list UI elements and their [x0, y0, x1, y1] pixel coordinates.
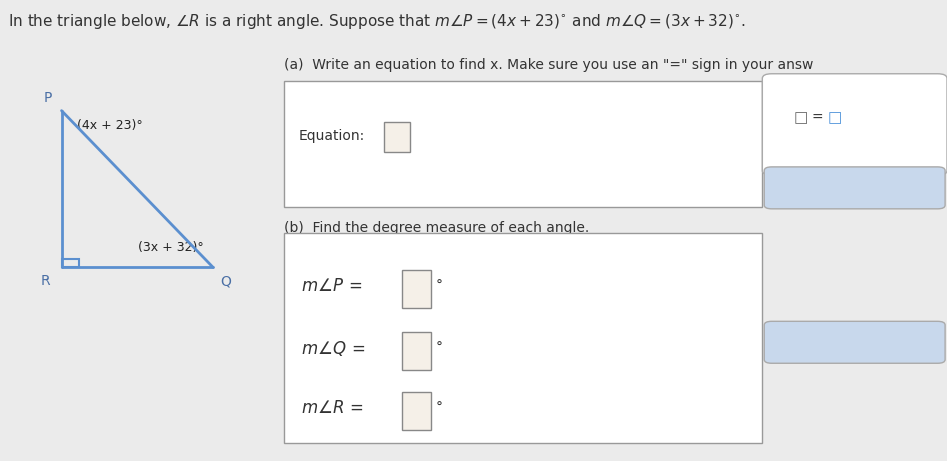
Text: $m\angle R\,=$: $m\angle R\,=$ [301, 399, 364, 417]
Text: $m\angle P\,=$: $m\angle P\,=$ [301, 277, 363, 295]
FancyBboxPatch shape [402, 332, 431, 370]
Text: X: X [802, 179, 813, 194]
FancyBboxPatch shape [402, 392, 431, 430]
Text: X: X [802, 334, 813, 349]
Text: (4x + 23)°: (4x + 23)° [77, 119, 142, 132]
Text: Q: Q [221, 274, 231, 288]
FancyBboxPatch shape [284, 81, 762, 207]
Text: Equation:: Equation: [298, 129, 365, 143]
Text: $m\angle Q\,=$: $m\angle Q\,=$ [301, 338, 366, 358]
Text: °: ° [436, 401, 442, 415]
Text: R: R [41, 274, 50, 288]
Text: °: ° [436, 279, 442, 293]
FancyBboxPatch shape [762, 74, 947, 175]
Text: =: = [812, 111, 823, 124]
Text: (3x + 32)°: (3x + 32)° [138, 242, 204, 254]
FancyBboxPatch shape [284, 233, 762, 443]
Text: ↺: ↺ [871, 177, 886, 196]
Text: □: □ [828, 110, 842, 125]
Text: (a)  Write an equation to find x. Make sure you use an "=" sign in your answ: (a) Write an equation to find x. Make su… [284, 58, 813, 71]
FancyBboxPatch shape [402, 270, 431, 308]
FancyBboxPatch shape [764, 321, 945, 363]
Text: P: P [44, 91, 52, 105]
Text: ↺: ↺ [871, 332, 886, 350]
Text: °: ° [436, 341, 442, 355]
FancyBboxPatch shape [764, 167, 945, 209]
Text: (b)  Find the degree measure of each angle.: (b) Find the degree measure of each angl… [284, 221, 589, 235]
Text: □: □ [794, 110, 808, 125]
FancyBboxPatch shape [384, 122, 410, 152]
Text: In the triangle below, $\angle R$ is a right angle. Suppose that $m\angle P=(4x+: In the triangle below, $\angle R$ is a r… [8, 12, 745, 30]
